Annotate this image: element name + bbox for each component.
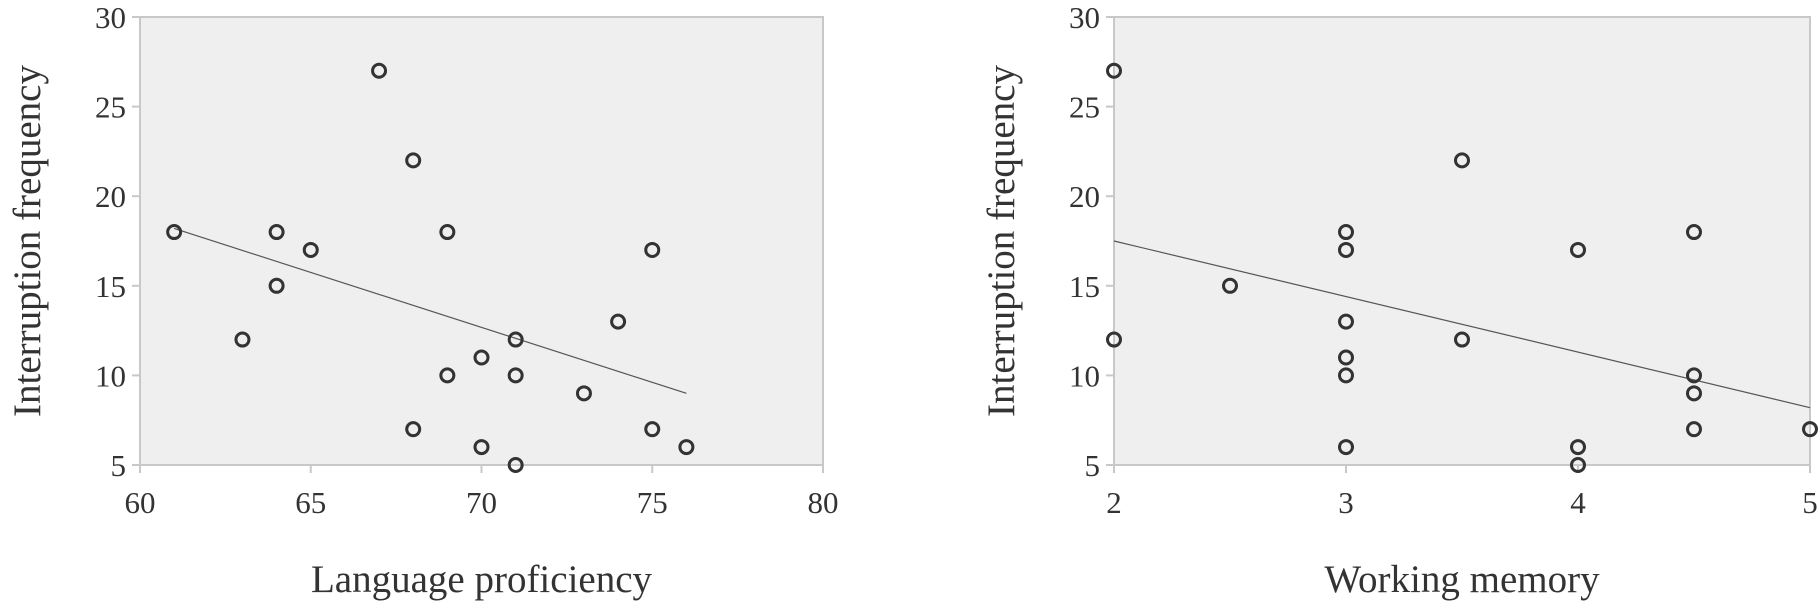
data-point [439, 367, 456, 384]
x-tick-label: 2 [1106, 485, 1122, 520]
x-tick-label: 3 [1338, 485, 1354, 520]
y-tick-label: 5 [111, 448, 127, 483]
y-tick-label: 25 [1069, 90, 1100, 125]
data-point [1338, 313, 1354, 330]
x-tick-label: 4 [1570, 485, 1586, 520]
x-tick-label: 75 [637, 485, 668, 520]
x-tick-label: 70 [466, 485, 497, 520]
y-tick-label: 10 [1069, 358, 1100, 393]
data-point [405, 152, 422, 169]
data-point [234, 331, 251, 348]
data-point [1686, 224, 1702, 241]
data-point [644, 421, 661, 438]
data-point [473, 349, 490, 366]
data-point [678, 439, 695, 456]
data-point [1222, 277, 1238, 294]
y-tick-label: 5 [1085, 448, 1101, 483]
y-tick-label: 30 [95, 0, 126, 35]
data-point [1570, 241, 1586, 258]
y-tick-label: 25 [95, 90, 126, 125]
trendline [1113, 240, 1811, 409]
x-tick-label: 5 [1802, 485, 1818, 520]
data-point [575, 385, 592, 402]
y-tick-label: 15 [1069, 269, 1100, 304]
x-tick-label: 60 [125, 485, 156, 520]
y-tick-label: 20 [95, 179, 126, 214]
data-point [1338, 241, 1354, 258]
y-tick-label: 30 [1069, 0, 1100, 35]
data-point [302, 241, 319, 258]
data-point [1570, 439, 1586, 456]
chart-left: 5 10 15 20 25 30 60 65 70 75 80 Language proficienc… [6, 0, 839, 601]
data-point [1338, 349, 1354, 366]
plot-area [139, 16, 824, 466]
data-point [610, 313, 627, 330]
plot-area [1113, 16, 1811, 466]
x-tick-label: 65 [295, 485, 326, 520]
y-tick-label: 10 [95, 358, 126, 393]
data-point [1338, 367, 1354, 384]
data-point [1686, 385, 1702, 402]
data-point [1454, 331, 1470, 348]
data-point [644, 241, 661, 258]
data-point [1338, 224, 1354, 241]
data-point [1686, 367, 1702, 384]
y-tick-label: 15 [95, 269, 126, 304]
data-point [1106, 331, 1122, 348]
chart-right: 5 10 15 20 25 30 2 3 4 5 Working memory Interruptio… [980, 0, 1818, 601]
data-point [268, 224, 285, 241]
data-point [268, 277, 285, 294]
y-tick-label: 20 [1069, 179, 1100, 214]
x-axis-title: Language proficiency [311, 558, 653, 601]
data-point [439, 224, 456, 241]
data-point [507, 367, 524, 384]
data-point [1106, 62, 1122, 79]
data-point [405, 421, 422, 438]
x-tick-label: 80 [808, 485, 839, 520]
data-point [1570, 457, 1586, 473]
y-axis-title: Interruption frequency [980, 65, 1023, 417]
trendline [173, 227, 687, 394]
data-point [166, 224, 183, 241]
data-point [1802, 421, 1818, 438]
data-point [1454, 152, 1470, 169]
x-axis-title: Working memory [1324, 558, 1600, 601]
y-axis-title: Interruption frequency [6, 65, 49, 417]
data-point [371, 62, 388, 79]
data-point [1338, 439, 1354, 456]
data-point [507, 457, 524, 473]
data-point [507, 331, 524, 348]
data-point [473, 439, 490, 456]
data-point [1686, 421, 1702, 438]
